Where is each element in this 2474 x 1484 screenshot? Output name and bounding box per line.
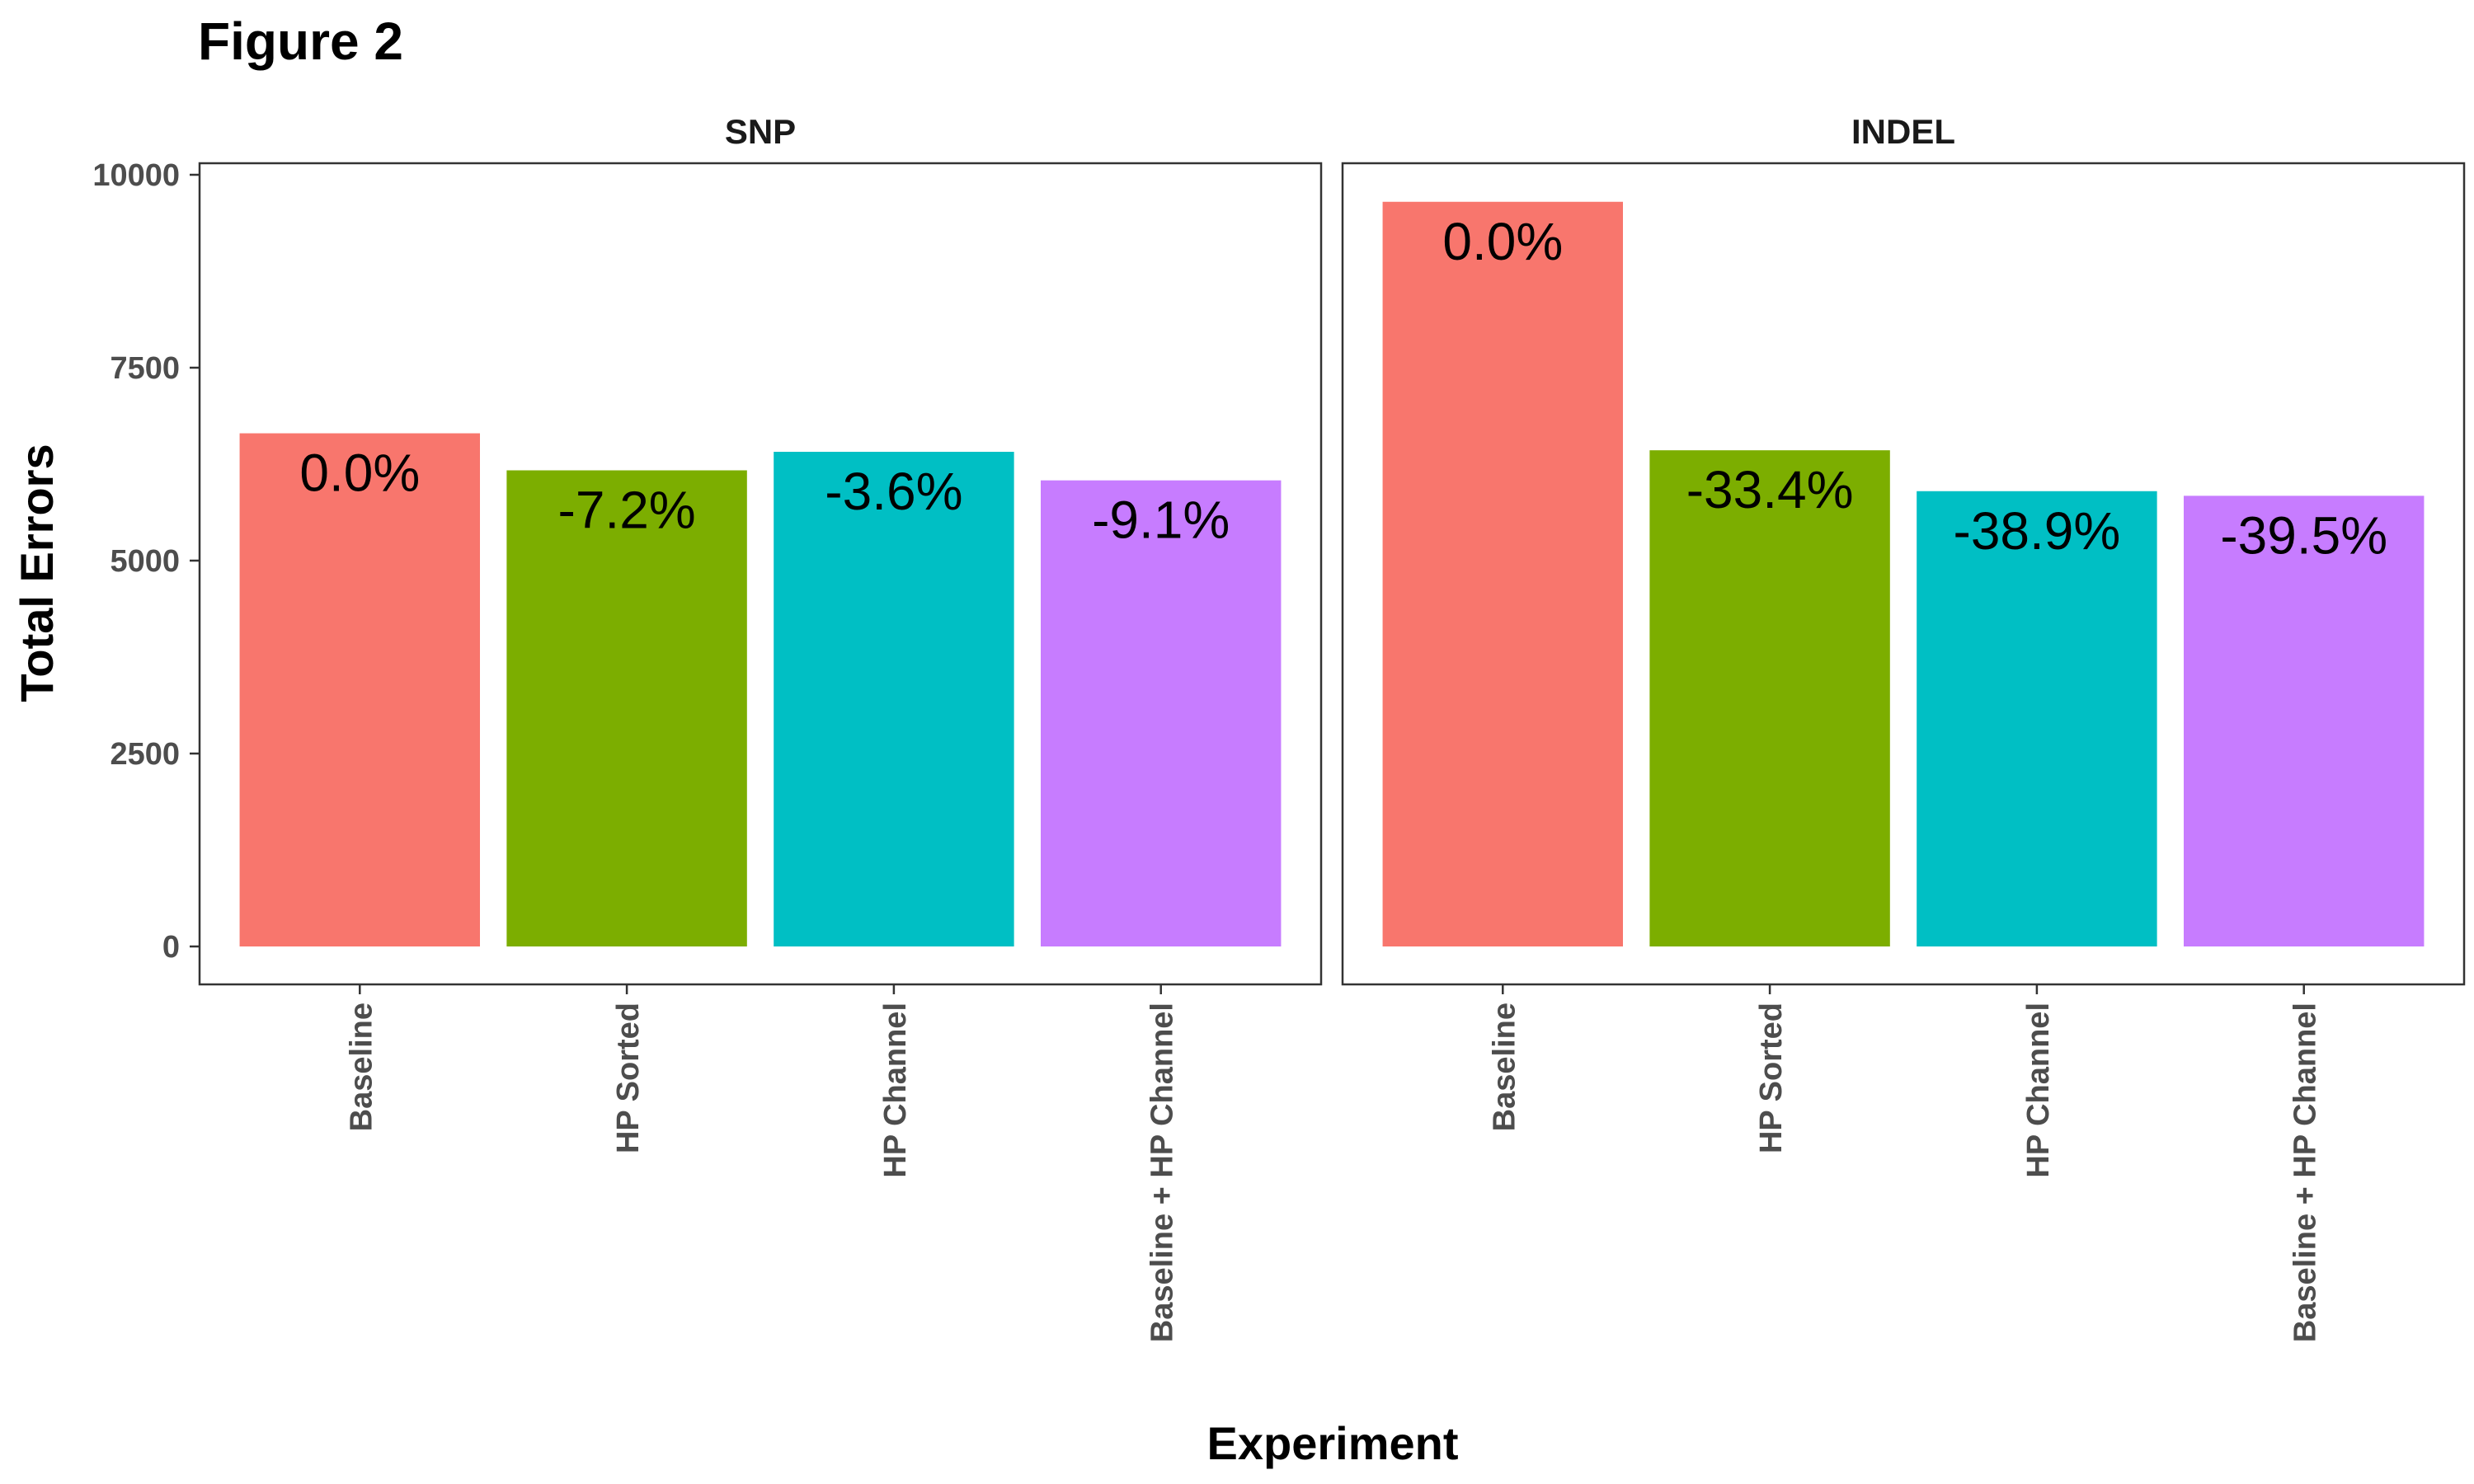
y-tick-label: 7500 [110,351,180,386]
panel-border-indel [1341,162,2466,986]
x-tick-label: HP Sorted [1754,1003,1789,1153]
x-tick-label: Baseline [1487,1003,1522,1131]
y-tick-label: 0 [162,930,180,965]
bar [506,470,747,946]
y-axis: 0 2500 5000 7500 10000 [92,158,200,965]
panel-title-indel: INDEL [1851,112,1955,151]
bar-value-label: -39.5% [2220,505,2387,565]
bar [1382,201,1623,946]
x-tick-label: Baseline [344,1003,379,1131]
bar-value-label: -33.4% [1686,460,1854,519]
panel-title-snp: SNP [725,112,796,151]
bar [774,452,1014,946]
bar [239,433,480,946]
y-tick-label: 2500 [110,737,180,772]
bar [2184,495,2425,946]
y-axis-title: Total Errors [11,444,63,702]
bar-value-label: -38.9% [1954,501,2121,561]
panel-snp: SNP 0.0% Baseline -7.2% HP Sorted -3.6% HP Ch… [198,112,1323,1342]
bar-value-label: 0.0% [299,444,420,503]
figure-title: Figure 2 [198,12,403,71]
y-tick-label: 10000 [92,158,180,193]
x-tick-label: HP Sorted [611,1003,646,1153]
bar-value-label: -3.6% [825,462,962,521]
panel-indel: INDEL 0.0% Baseline -33.4% HP Sorted -38.9% H… [1341,112,2466,1342]
bar-value-label: 0.0% [1442,212,1563,271]
panel-border-snp [198,162,1323,986]
y-tick-label: 5000 [110,544,180,579]
x-tick-label: HP Channel [878,1003,913,1178]
x-tick-label: Baseline + HP Channel [2288,1003,2323,1342]
bar [1917,491,2157,946]
bar [1649,450,1890,946]
x-tick-label: HP Channel [2021,1003,2056,1178]
x-tick-label: Baseline + HP Channel [1145,1003,1180,1342]
x-axis-title: Experiment [1207,1417,1459,1469]
bar-value-label: -7.2% [558,480,696,539]
bar [1041,480,1282,946]
bar-value-label: -9.1% [1092,491,1230,550]
